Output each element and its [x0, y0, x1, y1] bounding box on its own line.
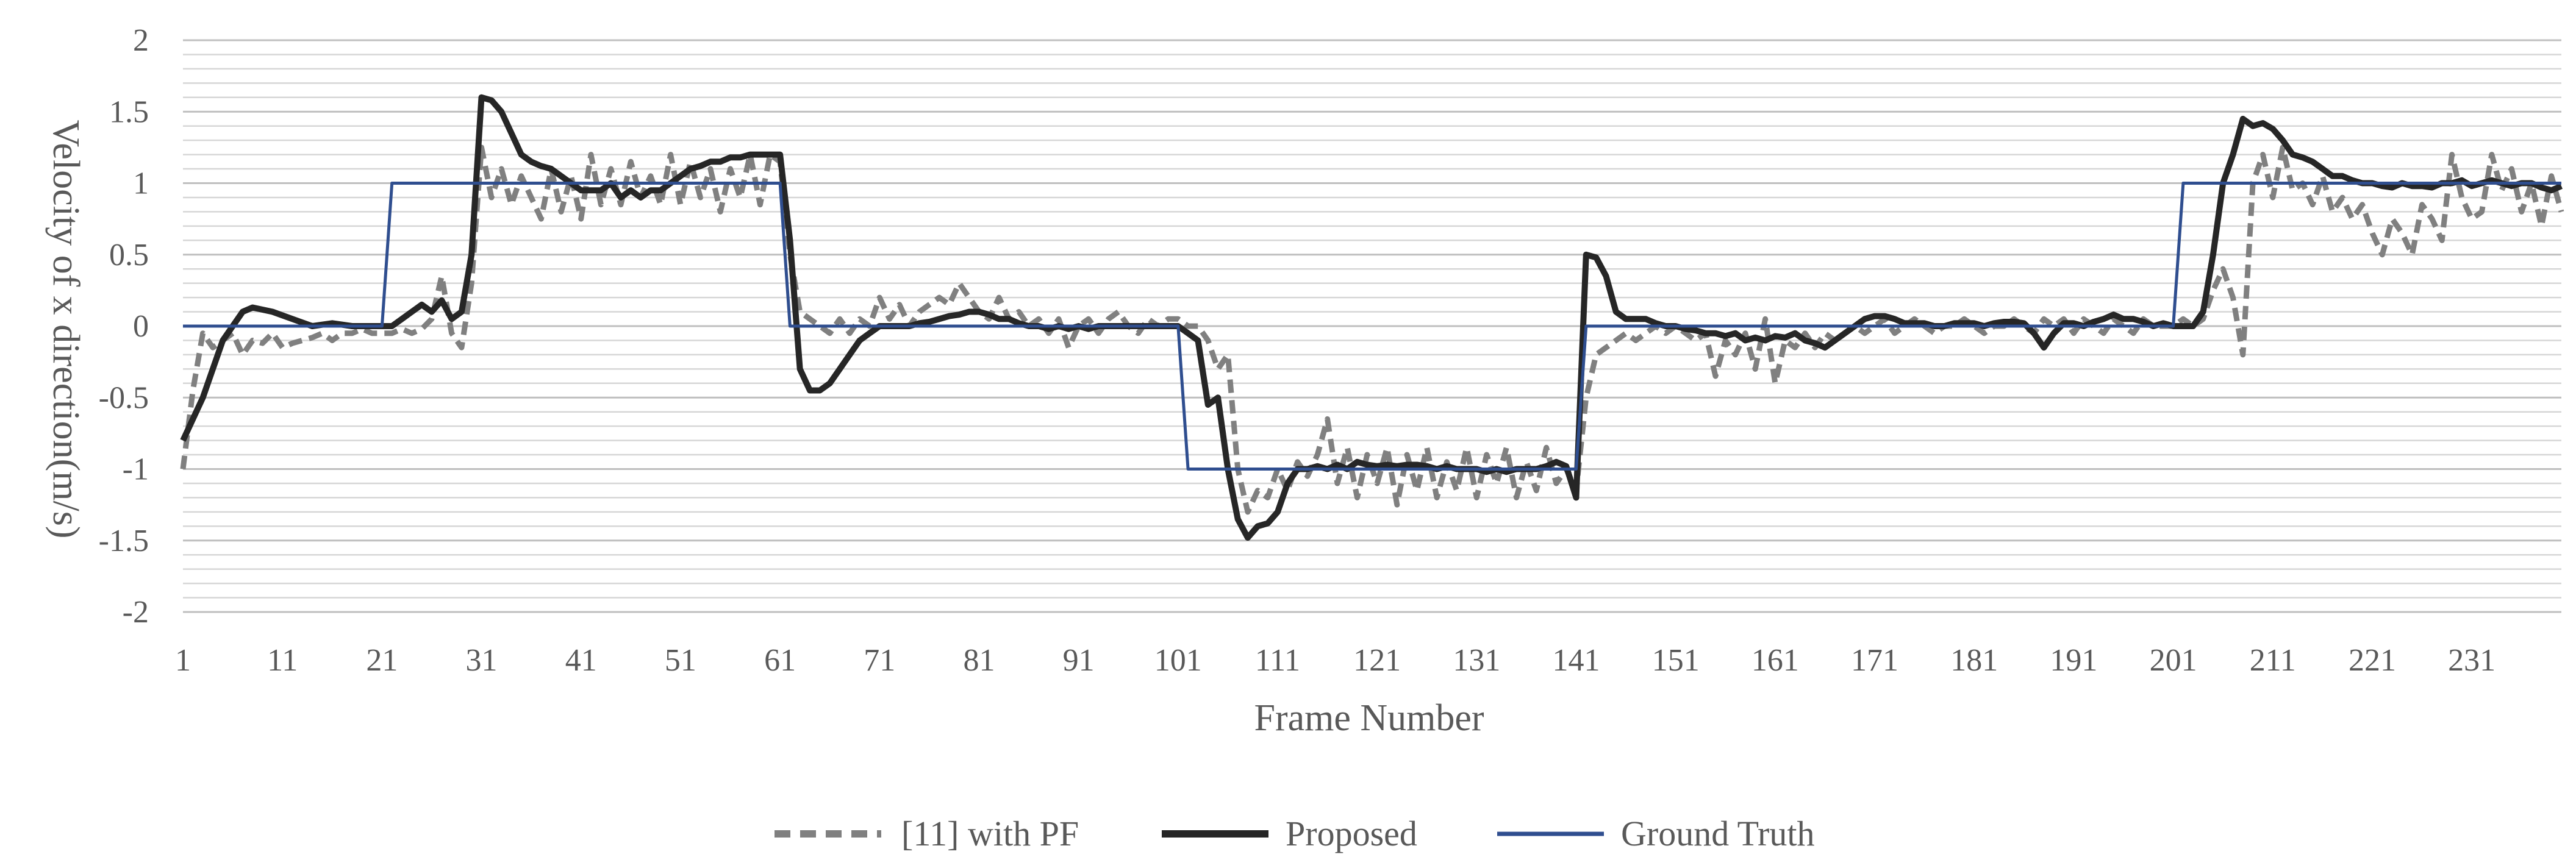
x-tick-label: 131 [1453, 643, 1500, 678]
legend-label-proposed: Proposed [1286, 814, 1417, 853]
x-tick-labels: 1 11 21 31 41 51 61 71 81 91 101 111 121 131 141 151 161… [175, 643, 2496, 678]
legend: [11] with PF Proposed Ground Truth [775, 814, 1814, 853]
x-tick-label: 221 [2349, 643, 2396, 678]
y-tick-label: 1 [133, 166, 149, 201]
x-axis-title: Frame Number [1254, 697, 1484, 739]
x-tick-label: 121 [1353, 643, 1401, 678]
series-layer [180, 94, 2564, 541]
y-tick-label: 0 [133, 309, 149, 344]
y-tick-label: 0.5 [109, 238, 149, 272]
x-tick-label: 41 [565, 643, 597, 678]
y-tick-label: -1.5 [99, 524, 149, 558]
y-tick-label: 2 [133, 23, 149, 58]
x-tick-label: 81 [963, 643, 995, 678]
series-line-pf [180, 144, 2564, 515]
x-tick-label: 171 [1851, 643, 1898, 678]
x-tick-label: 71 [864, 643, 895, 678]
legend-item-proposed: Proposed [1162, 814, 1417, 853]
x-tick-label: 111 [1255, 643, 1300, 678]
y-tick-labels: -2 -1.5 -1 -0.5 0 0.5 1 1.5 2 [99, 23, 149, 630]
legend-label-ground-truth: Ground Truth [1621, 814, 1814, 853]
x-tick-label: 1 [175, 643, 191, 678]
x-tick-label: 11 [267, 643, 298, 678]
x-tick-label: 141 [1553, 643, 1600, 678]
legend-item-pf: [11] with PF [775, 814, 1079, 853]
gridlines [183, 39, 2561, 613]
y-tick-label: -0.5 [99, 380, 149, 415]
x-tick-label: 151 [1652, 643, 1700, 678]
series-line-ground-truth [183, 182, 2561, 471]
x-tick-label: 31 [466, 643, 498, 678]
legend-item-ground-truth: Ground Truth [1497, 814, 1814, 853]
y-axis-title: Velocity of x direction(m/s) [45, 120, 87, 539]
y-tick-label: -1 [123, 452, 149, 487]
x-tick-label: 21 [366, 643, 398, 678]
x-tick-label: 201 [2150, 643, 2197, 678]
x-tick-label: 161 [1751, 643, 1799, 678]
x-tick-label: 231 [2448, 643, 2496, 678]
x-tick-label: 91 [1063, 643, 1095, 678]
x-tick-label: 211 [2250, 643, 2296, 678]
series-line-proposed [180, 94, 2563, 541]
x-tick-label: 181 [1950, 643, 1998, 678]
x-tick-label: 191 [2050, 643, 2097, 678]
x-tick-label: 101 [1154, 643, 1202, 678]
x-tick-label: 51 [665, 643, 696, 678]
y-tick-label: 1.5 [109, 94, 149, 129]
legend-label-pf: [11] with PF [901, 814, 1079, 853]
x-tick-label: 61 [764, 643, 796, 678]
y-tick-label: -2 [123, 595, 149, 630]
